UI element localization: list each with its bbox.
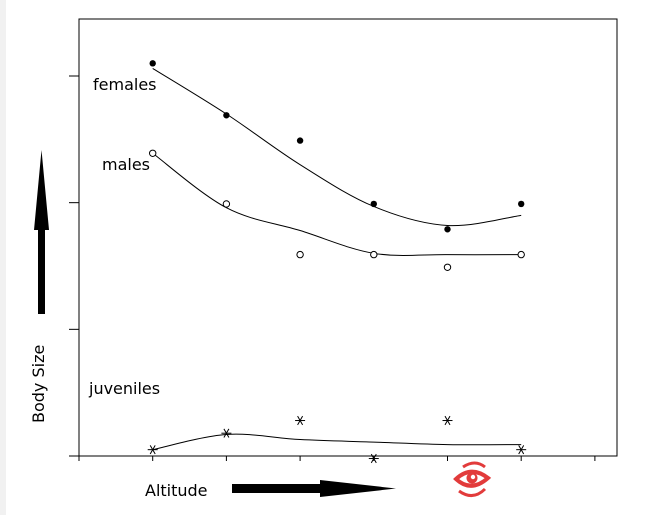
males-point xyxy=(443,263,452,271)
females-point xyxy=(296,137,304,144)
juveniles-point xyxy=(295,415,306,426)
females-point xyxy=(149,60,156,67)
series-points xyxy=(147,60,527,464)
females-point xyxy=(517,200,525,208)
males-point xyxy=(370,250,378,259)
males-label: males xyxy=(102,155,150,174)
plot-frame xyxy=(78,18,618,457)
juveniles-point xyxy=(368,453,379,464)
juveniles-point xyxy=(516,445,527,455)
juveniles-point xyxy=(442,415,453,426)
eye-logo-icon xyxy=(453,461,492,497)
juveniles-label: juveniles xyxy=(88,379,160,398)
females-label: females xyxy=(93,75,157,94)
x-axis-ticks xyxy=(78,456,596,461)
juveniles-trend-line xyxy=(152,433,522,451)
series-labels: females males juveniles xyxy=(88,75,160,398)
y-axis-arrow xyxy=(34,150,49,314)
y-axis-ticks xyxy=(69,75,79,457)
females-point xyxy=(223,112,230,119)
females-point xyxy=(444,226,451,233)
y-axis-title: Body Size xyxy=(29,345,48,423)
x-axis-title: Altitude xyxy=(145,481,208,500)
x-axis-arrow xyxy=(232,480,396,497)
males-point xyxy=(517,250,525,259)
juveniles-point xyxy=(221,428,232,438)
females-trend-line xyxy=(152,67,522,227)
juveniles-point xyxy=(147,445,158,455)
left-edge-strip xyxy=(0,0,6,515)
series-curves xyxy=(152,67,522,451)
males-point xyxy=(148,149,157,157)
males-point xyxy=(222,200,231,208)
males-trend-line xyxy=(152,152,522,256)
males-point xyxy=(296,250,304,259)
females-point xyxy=(370,200,377,208)
